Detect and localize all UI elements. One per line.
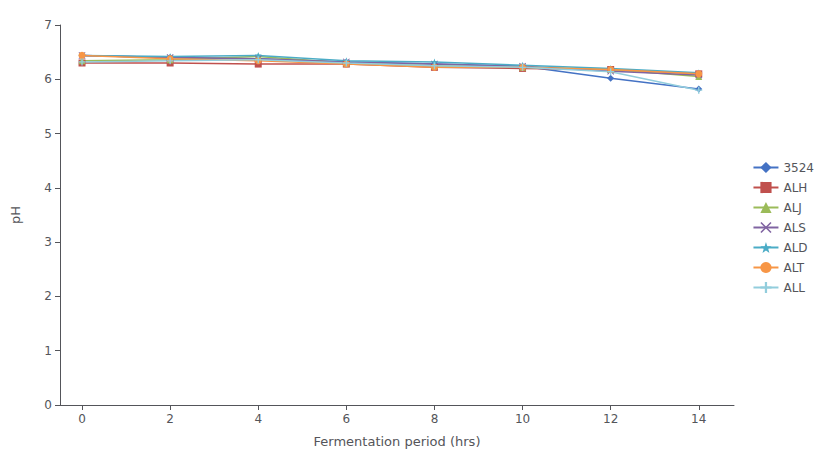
svg-text:pH: pH [8,206,23,224]
svg-text:5: 5 [44,127,52,141]
svg-text:ALT: ALT [783,261,804,275]
svg-text:ALD: ALD [783,241,807,255]
svg-text:3: 3 [44,235,52,249]
svg-text:7: 7 [44,18,52,32]
svg-text:0: 0 [78,412,86,426]
svg-text:1: 1 [44,344,52,358]
svg-text:ALS: ALS [783,221,806,235]
svg-text:8: 8 [431,412,439,426]
svg-text:6: 6 [44,72,52,86]
svg-text:4: 4 [44,181,52,195]
svg-text:6: 6 [343,412,351,426]
svg-text:10: 10 [515,412,530,426]
svg-text:2: 2 [44,289,52,303]
svg-text:0: 0 [44,398,52,412]
svg-text:Fermentation period (hrs): Fermentation period (hrs) [314,434,481,449]
svg-text:4: 4 [254,412,262,426]
svg-text:ALJ: ALJ [783,201,801,215]
svg-text:2: 2 [166,412,174,426]
svg-text:14: 14 [691,412,706,426]
svg-text:12: 12 [603,412,618,426]
svg-text:ALH: ALH [783,181,807,195]
svg-text:3524: 3524 [783,161,814,175]
svg-text:ALL: ALL [783,281,805,295]
